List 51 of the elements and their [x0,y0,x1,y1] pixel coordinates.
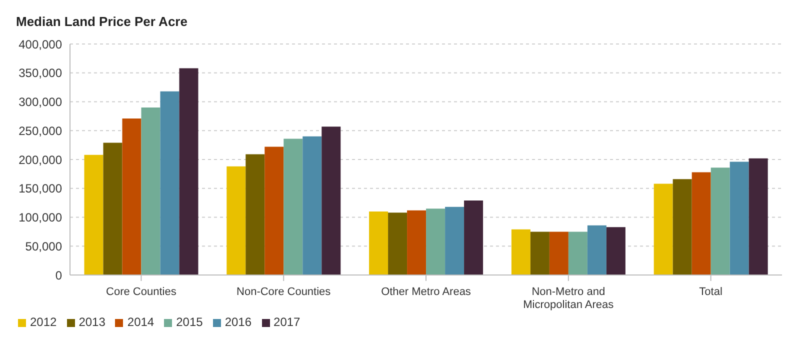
y-tick-label: 200,000 [18,152,62,167]
legend-label: 2017 [274,315,300,329]
x-tick-label: Total [699,286,722,298]
bar [587,225,606,275]
bar [530,232,550,275]
bar [511,229,530,275]
bar [264,146,284,275]
bar [302,136,322,275]
bar [141,108,160,275]
chart-title: Median Land Price Per Acre [16,14,188,31]
y-tick-label: 0 [55,268,62,282]
y-tick-label: 300,000 [18,95,62,110]
bar [246,154,265,275]
y-tick-label: 150,000 [18,182,62,196]
bar [445,206,464,275]
bar [322,126,341,275]
bar [710,168,730,275]
x-tick-label: Other Metro Areas [381,286,472,298]
y-tick-label: 250,000 [18,124,62,138]
bar [226,166,246,275]
legend-label: 2013 [78,315,106,329]
bar [160,91,180,275]
bar [84,154,104,275]
bar [388,212,408,275]
bar [606,227,626,275]
x-tick-label: Non-Core Counties [236,286,332,298]
bar [672,179,692,275]
bar [692,172,711,275]
bar [748,158,768,275]
bar [568,232,588,275]
y-tick-label: 400,000 [18,37,62,52]
bar [549,232,568,275]
bar [122,118,142,275]
bar [369,211,388,275]
bar [284,138,303,275]
legend-label: 2016 [224,315,252,329]
y-tick-label: 100,000 [18,210,62,225]
bar [103,142,122,275]
bar [426,208,446,275]
y-tick-label: 350,000 [18,66,62,80]
bar [407,210,426,275]
bar [179,68,198,275]
legend-label: 2014 [127,315,154,329]
bar [464,200,484,275]
bar [654,184,673,275]
x-tick-label: Non-Metro and Micropolitan Areas [523,286,614,311]
bar [730,162,749,275]
legend-label: 2015 [176,315,203,329]
legend-label: 2012 [30,315,57,329]
x-tick-label: Core Counties [106,286,177,298]
y-tick-label: 50,000 [25,239,62,254]
